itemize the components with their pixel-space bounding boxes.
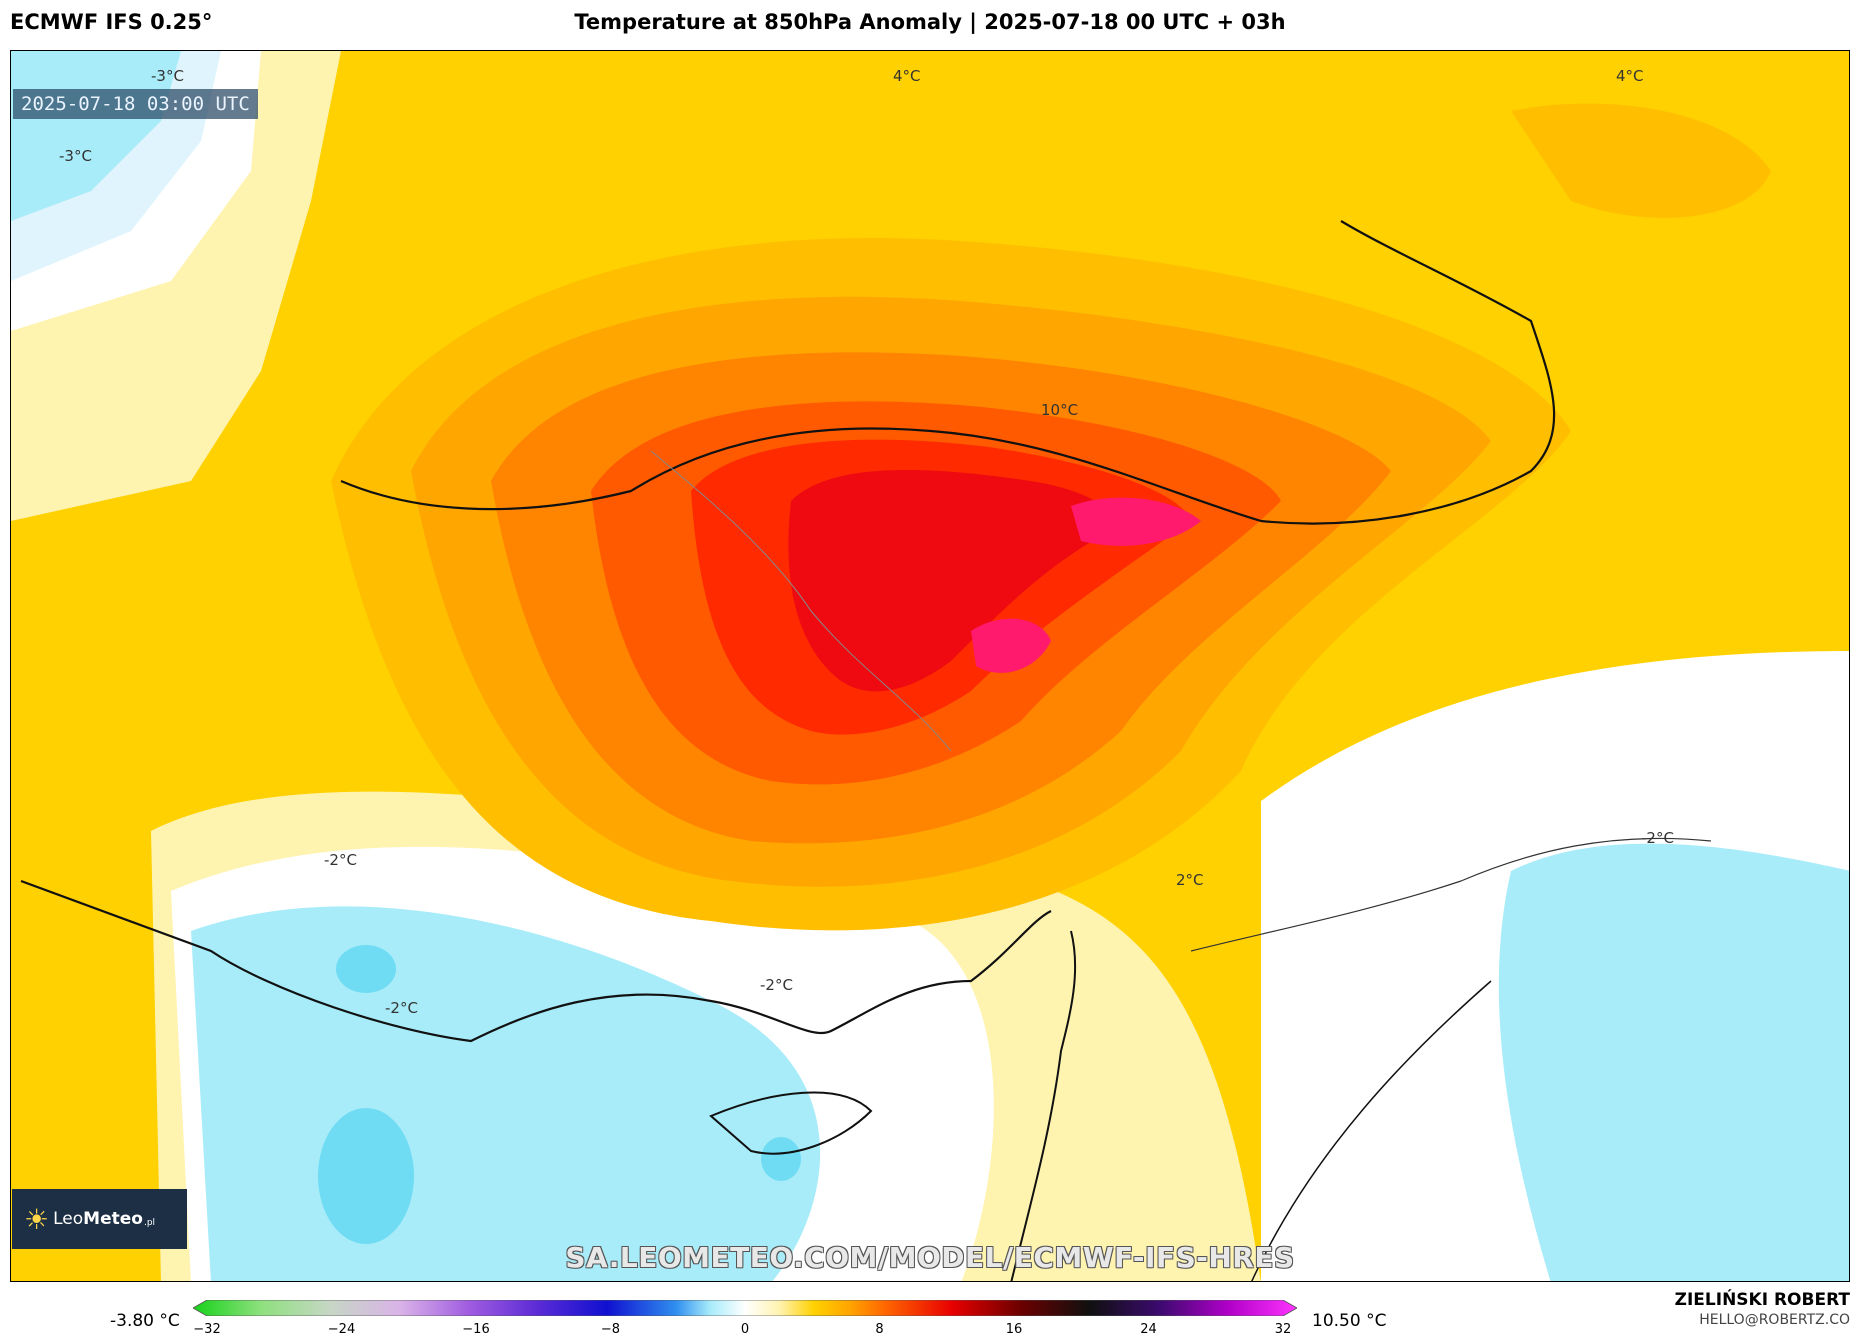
- contour-label: 4°C: [893, 67, 921, 85]
- colorbar-tick-label: 32: [1274, 1322, 1292, 1337]
- contour-label: -3°C: [151, 67, 184, 85]
- valid-time-label: 2025-07-18 03:00 UTC: [13, 89, 258, 119]
- mediterranean-coast: [20, 879, 1052, 1043]
- contour-label: -2°C: [760, 976, 793, 994]
- warm-peak-2: [971, 618, 1051, 673]
- contour-label: 2°C: [1176, 871, 1204, 889]
- logo-text: LeoMeteo: [53, 1209, 143, 1229]
- colorbar-tick-label: −16: [462, 1322, 490, 1337]
- warm-peak-1: [1071, 497, 1201, 546]
- contour-label: -3°C: [59, 147, 92, 165]
- contour-label: 10°C: [1041, 401, 1079, 419]
- colorbar-tick-label: 24: [1140, 1322, 1157, 1337]
- colorbar-tick-label: 8: [875, 1322, 884, 1337]
- colorbar-max-label: 10.50 °C: [1312, 1311, 1387, 1331]
- warm-patch-ne: [1511, 103, 1771, 218]
- colorbar-tick-label: −24: [327, 1322, 356, 1337]
- colorbar: [193, 1300, 1297, 1316]
- author-email[interactable]: HELLO@ROBERTZ.CO: [1699, 1312, 1850, 1328]
- cyprus-coast: [709, 1091, 873, 1155]
- colorbar-tick-label: −32: [193, 1322, 221, 1337]
- border-line-2: [1251, 980, 1492, 1281]
- contour-label: -2°C: [324, 851, 357, 869]
- cold-core-3: [761, 1137, 801, 1181]
- colorbar-ramp: [193, 1300, 1297, 1316]
- colorbar-tick-label: −8: [600, 1322, 621, 1337]
- contour-label: -2°C: [385, 999, 418, 1017]
- colorbar-tick-label: 0: [740, 1322, 750, 1337]
- contour-label: 4°C: [1616, 67, 1644, 85]
- map-title: Temperature at 850hPa Anomaly | 2025-07-…: [574, 10, 1286, 34]
- anomaly-field: [11, 51, 1849, 1281]
- contour-label: -2°C: [1641, 829, 1674, 847]
- logo-suffix: .pl: [143, 1218, 156, 1228]
- cold-core-2: [336, 945, 396, 993]
- cold-core-1: [318, 1108, 414, 1244]
- model-name: ECMWF IFS 0.25°: [10, 10, 213, 34]
- author-name: ZIELIŃSKI ROBERT: [1674, 1290, 1850, 1310]
- warm-band-6: [788, 469, 1113, 692]
- border-line-1: [1190, 837, 1712, 952]
- black-sea-coast: [340, 220, 1556, 525]
- colorbar-min-label: -3.80 °C: [110, 1311, 180, 1331]
- levant-coast: [1010, 930, 1077, 1281]
- colorbar-tick-label: 16: [1005, 1322, 1023, 1337]
- leometeo-logo[interactable]: ☀ LeoMeteo .pl: [12, 1189, 187, 1249]
- sun-icon: ☀: [24, 1202, 50, 1236]
- map-panel[interactable]: 2025-07-18 03:00 UTC -3°C -3°C 4°C 4°C 1…: [10, 50, 1850, 1282]
- province-lines: [650, 450, 952, 752]
- url-watermark: SA.LEOMETEO.COM/MODEL/ECMWF-IFS-HRES: [565, 1241, 1295, 1274]
- field-se-cold: [1498, 843, 1849, 1281]
